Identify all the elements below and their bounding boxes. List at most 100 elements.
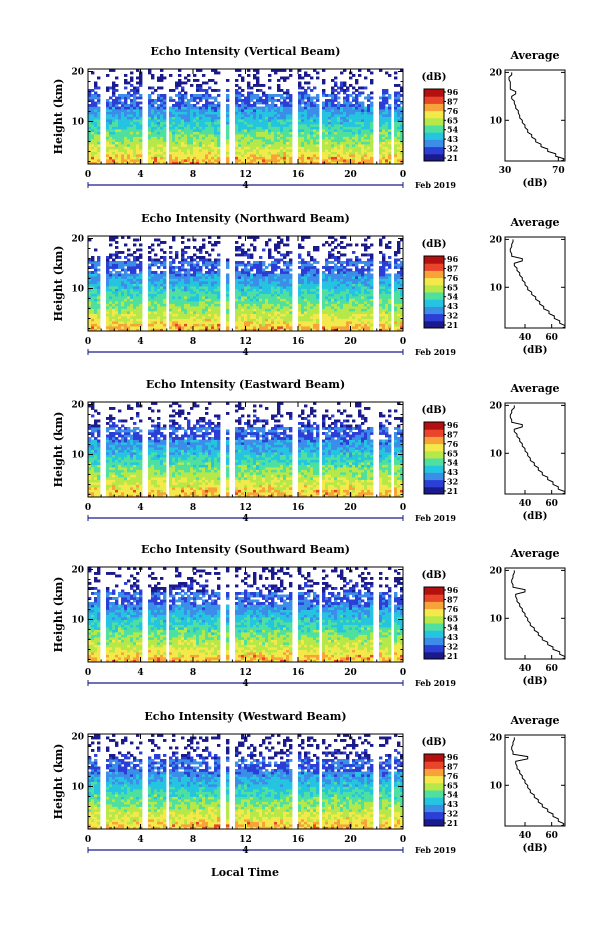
heatmap-cell [262, 124, 266, 127]
heatmap-cell [109, 301, 113, 304]
heatmap-cell [271, 316, 275, 319]
heatmap-cell [328, 131, 332, 135]
heatmap-cell [169, 273, 173, 277]
heatmap-cell [265, 316, 269, 319]
heatmap-cell [280, 296, 284, 299]
heatmap-cell [400, 316, 404, 319]
heatmap-cell [205, 126, 209, 130]
heatmap-cell [184, 323, 188, 327]
heatmap-cell [112, 313, 116, 317]
heatmap-cell [271, 276, 275, 279]
heatmap-cell [301, 271, 305, 274]
heatmap-cell [307, 161, 311, 165]
heatmap-cell [97, 326, 101, 329]
heatmap-cell [250, 116, 254, 120]
heatmap-cell [301, 154, 305, 157]
y-tick-label: 10 [71, 118, 84, 128]
heatmap-cell [394, 159, 398, 162]
heatmap-cell [97, 308, 101, 312]
heatmap-cell [349, 121, 353, 125]
heatmap-cell [358, 273, 362, 277]
heatmap-cell [157, 94, 161, 97]
heatmap-cell [265, 328, 269, 332]
heatmap-cell [394, 283, 398, 287]
heatmap-cell [148, 114, 152, 117]
heatmap-cell [400, 268, 404, 272]
heatmap-cell [259, 126, 263, 130]
heatmap-cell [358, 303, 362, 307]
heatmap-cell [364, 323, 368, 327]
heatmap-cell [271, 119, 275, 122]
heatmap-cell [277, 306, 281, 309]
heatmap-cell [148, 311, 152, 314]
heatmap-cell [361, 86, 365, 90]
heatmap-cell [394, 149, 398, 152]
heatmap-cell [388, 146, 392, 150]
heatmap-cell [217, 316, 221, 319]
heatmap-cell [331, 271, 335, 274]
heatmap-cell [331, 144, 335, 147]
heatmap-cell [310, 141, 314, 145]
heatmap-cell [130, 106, 134, 110]
heatmap-cell [313, 276, 317, 279]
heatmap-cell [163, 321, 167, 324]
heatmap-cell [241, 101, 245, 105]
heatmap-cell [388, 119, 392, 122]
heatmap-cell [106, 139, 110, 142]
heatmap-cell [115, 129, 119, 132]
heatmap-cell [190, 114, 194, 117]
heatmap-cell [238, 288, 242, 292]
heatmap-cell [136, 89, 140, 92]
heatmap-cell [115, 141, 119, 145]
heatmap-cell [187, 283, 191, 287]
heatmap-cell [130, 316, 134, 319]
heatmap-cell [322, 311, 326, 314]
heatmap-cell [106, 271, 110, 274]
heatmap-cell [154, 159, 158, 162]
heatmap-cell [226, 126, 230, 130]
heatmap-cell [181, 144, 185, 147]
heatmap-cell [388, 298, 392, 302]
heatmap-cell [205, 311, 209, 314]
heatmap-cell [388, 318, 392, 322]
heatmap-cell [124, 74, 128, 77]
heatmap-cell [205, 316, 209, 319]
heatmap-cell [181, 86, 185, 90]
heatmap-cell [136, 114, 140, 117]
heatmap-cell [361, 126, 365, 130]
heatmap-cell [193, 303, 197, 307]
heatmap-cell [205, 156, 209, 160]
colorbar-segment [424, 117, 444, 126]
heatmap-cell [106, 323, 110, 327]
heatmap-cell [286, 308, 290, 312]
heatmap-cell [130, 154, 134, 157]
heatmap-cell [274, 129, 278, 132]
heatmap-cell [364, 151, 368, 155]
heatmap-cell [328, 301, 332, 304]
heatmap-cell [271, 106, 275, 110]
heatmap-cell [97, 154, 101, 157]
heatmap-cell [244, 276, 248, 279]
heatmap-cell [334, 276, 338, 279]
heatmap-cell [301, 136, 305, 140]
heatmap-cell [283, 144, 287, 147]
heatmap-cell [196, 151, 200, 155]
heatmap-cell [190, 139, 194, 142]
heatmap-cell [385, 144, 389, 147]
heatmap-cell [136, 306, 140, 309]
heatmap-cell [385, 296, 389, 299]
heatmap-cell [316, 283, 320, 287]
heatmap-cell [193, 288, 197, 292]
heatmap-cell [286, 154, 290, 157]
heatmap-cell [130, 84, 134, 87]
heatmap-cell [94, 161, 98, 165]
heatmap-cell [94, 321, 98, 324]
heatmap-cell [202, 293, 206, 297]
heatmap-cell [193, 321, 197, 324]
heatmap-cell [94, 94, 98, 97]
heatmap-cell [325, 156, 329, 160]
heatmap-cell [247, 326, 251, 329]
heatmap-cell [193, 313, 197, 317]
heatmap-cell [304, 161, 308, 165]
heatmap-cell [112, 301, 116, 304]
